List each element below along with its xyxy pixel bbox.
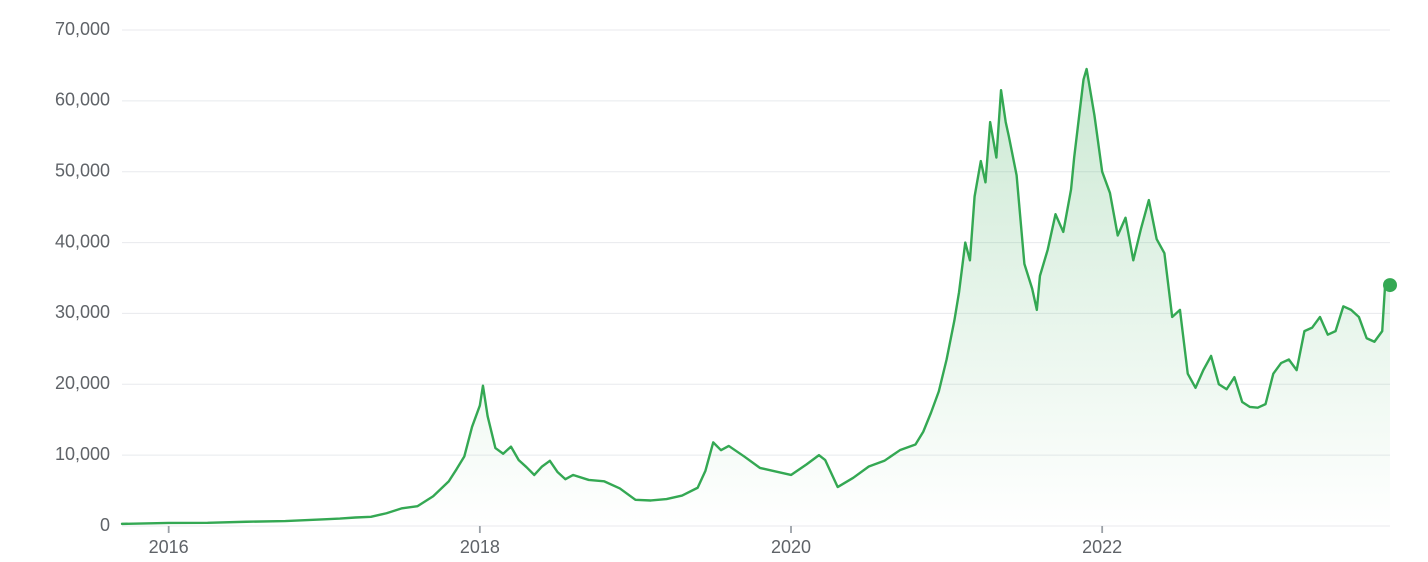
ytick-label: 40,000 [55, 231, 110, 251]
ytick-label: 60,000 [55, 90, 110, 110]
ytick-label: 20,000 [55, 373, 110, 393]
ytick-label: 50,000 [55, 160, 110, 180]
ytick-label: 70,000 [55, 19, 110, 39]
price-chart: 0 10,000 20,000 30,000 40,000 50,000 60,000 70,… [0, 0, 1428, 562]
series-area [122, 69, 1390, 526]
xtick-label: 2016 [149, 537, 189, 557]
xtick-label: 2022 [1082, 537, 1122, 557]
series-end-marker [1383, 278, 1397, 292]
xtick-label: 2018 [460, 537, 500, 557]
chart-svg: 0 10,000 20,000 30,000 40,000 50,000 60,000 70,… [0, 0, 1428, 562]
xtick-label: 2020 [771, 537, 811, 557]
ytick-label: 10,000 [55, 444, 110, 464]
ytick-label: 30,000 [55, 302, 110, 322]
ytick-label: 0 [100, 515, 110, 535]
